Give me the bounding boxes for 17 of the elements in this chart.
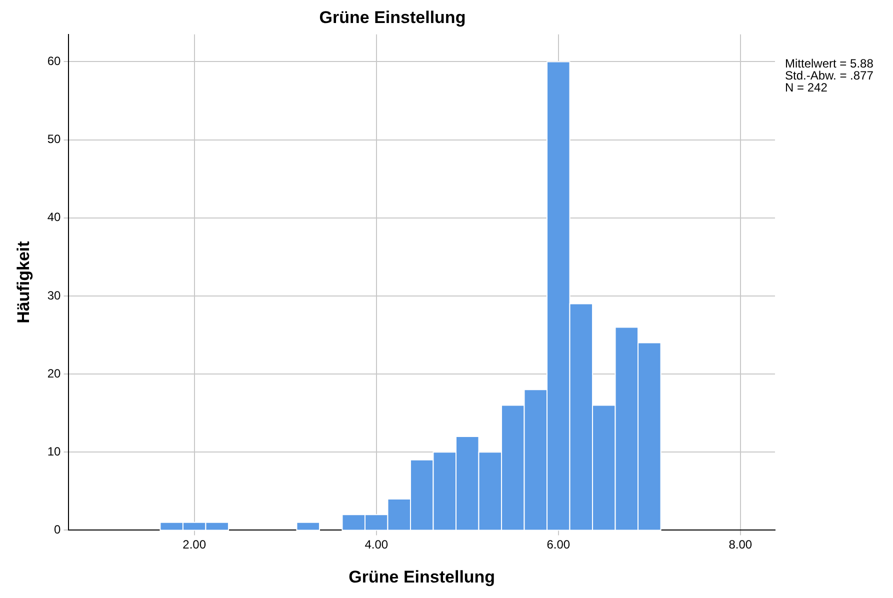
chart-title: Grüne Einstellung xyxy=(319,8,466,27)
y-tick-label: 50 xyxy=(47,132,62,146)
x-tick-label: 4.00 xyxy=(364,538,388,552)
y-tick-label: 20 xyxy=(47,366,62,380)
text: Mittelwert = 5.88 xyxy=(785,56,874,71)
x-tick-label: 6.00 xyxy=(546,538,570,552)
x-tick-label: 2.00 xyxy=(182,538,206,552)
y-tick-label: 40 xyxy=(47,210,62,224)
y-axis-title: Häufigkeit xyxy=(14,240,33,324)
text: N = 242 xyxy=(785,80,828,95)
text: Std.-Abw. = .877 xyxy=(785,68,874,83)
y-tick-label: 0 xyxy=(54,522,62,537)
y-tick-label: 30 xyxy=(47,288,62,302)
x-axis-title: Grüne Einstellung xyxy=(348,567,496,586)
x-tick-label: 8.00 xyxy=(728,538,752,552)
y-tick-label: 10 xyxy=(47,444,62,458)
y-tick-label: 60 xyxy=(47,54,62,68)
